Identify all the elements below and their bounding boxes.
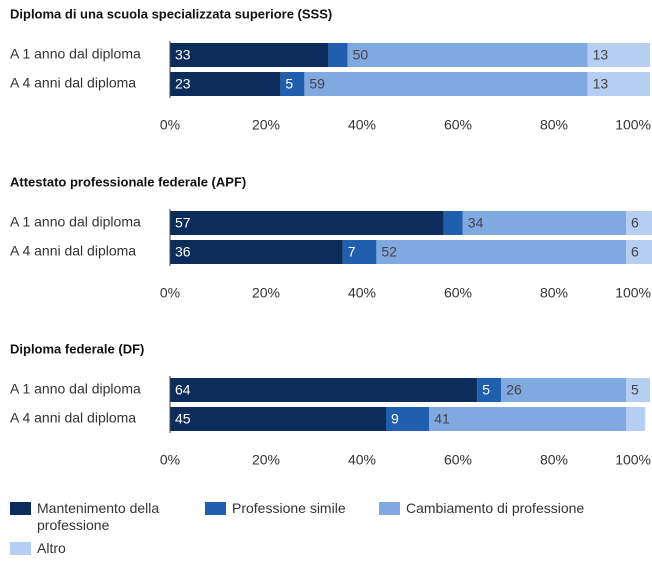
- value-label: 34: [468, 215, 484, 231]
- x-tick-label: 20%: [252, 452, 280, 468]
- value-label: 6: [631, 244, 639, 260]
- charts: Diploma di una scuola specializzata supe…: [10, 6, 652, 468]
- bar-segment: [170, 72, 281, 96]
- legend-label: Professione simile: [232, 500, 346, 516]
- bar-segment: [170, 43, 329, 67]
- bar-segment: [170, 407, 386, 431]
- value-label: 13: [593, 76, 609, 92]
- x-tick-label: 60%: [444, 285, 472, 301]
- x-tick-label: 0%: [160, 117, 180, 133]
- bar-segment: [328, 43, 348, 67]
- value-label: 9: [391, 411, 399, 427]
- legend-item: Cambiamento di professione: [379, 500, 619, 534]
- value-label: 45: [175, 411, 191, 427]
- x-tick-label: 40%: [348, 117, 376, 133]
- legend-item: Altro: [10, 540, 205, 557]
- x-tick-label: 20%: [252, 285, 280, 301]
- x-tick-label: 40%: [348, 452, 376, 468]
- bar-segment: [170, 211, 444, 235]
- value-label: 64: [175, 382, 191, 398]
- value-label: 52: [381, 244, 397, 260]
- bar-segment: [280, 72, 305, 96]
- x-tick-label: 0%: [160, 452, 180, 468]
- legend-label: Altro: [37, 540, 66, 556]
- chart-title: Attestato professionale federale (APF): [10, 174, 246, 189]
- value-label: 41: [434, 411, 450, 427]
- category-label: A 1 anno dal diploma: [10, 46, 141, 62]
- value-label: 6: [631, 215, 639, 231]
- bar-segment: [170, 378, 478, 402]
- x-tick-label: 100%: [615, 452, 651, 468]
- category-label: A 4 anni dal diploma: [10, 410, 136, 426]
- bar-segment: [587, 43, 650, 67]
- x-tick-label: 80%: [540, 452, 568, 468]
- value-label: 13: [593, 47, 609, 63]
- legend-item: Mantenimento della professione: [10, 500, 205, 534]
- bar-segment: [443, 211, 463, 235]
- category-label: A 4 anni dal diploma: [10, 75, 136, 91]
- x-tick-label: 100%: [615, 285, 651, 301]
- bar-segment: [462, 211, 626, 235]
- value-label: 7: [348, 244, 356, 260]
- x-tick-label: 40%: [348, 285, 376, 301]
- value-label: 57: [175, 215, 191, 231]
- bar-segment: [429, 407, 626, 431]
- bar-segment: [501, 378, 626, 402]
- legend-label: Cambiamento di professione: [406, 500, 585, 516]
- category-label: A 1 anno dal diploma: [10, 214, 141, 230]
- legend-swatch: [205, 502, 226, 515]
- x-tick-label: 60%: [444, 117, 472, 133]
- bar-segment: [376, 240, 626, 264]
- value-label: 5: [631, 382, 639, 398]
- bar-segment: [386, 407, 430, 431]
- x-tick-label: 0%: [160, 285, 180, 301]
- bar-segment: [587, 72, 650, 96]
- legend: Mantenimento della professione Profession…: [10, 500, 650, 563]
- x-tick-label: 20%: [252, 117, 280, 133]
- value-label: 59: [309, 76, 325, 92]
- bar-segment: [626, 211, 652, 235]
- value-label: 5: [285, 76, 293, 92]
- bar-segment: [342, 240, 377, 264]
- category-label: A 1 anno dal diploma: [10, 381, 141, 397]
- category-label: A 4 anni dal diploma: [10, 243, 136, 259]
- legend-item: Professione simile: [205, 500, 379, 534]
- chart-title: Diploma federale (DF): [10, 341, 144, 356]
- legend-swatch: [10, 502, 31, 515]
- bar-segment: [626, 407, 646, 431]
- x-tick-label: 80%: [540, 285, 568, 301]
- legend-swatch: [379, 502, 400, 515]
- value-label: 5: [482, 382, 490, 398]
- bar-segment: [626, 240, 652, 264]
- legend-label: Mantenimento della professione: [37, 500, 160, 533]
- bar-segment: [477, 378, 502, 402]
- bar-segment: [347, 43, 588, 67]
- chart-title: Diploma di una scuola specializzata supe…: [10, 6, 332, 21]
- x-tick-label: 80%: [540, 117, 568, 133]
- value-label: 23: [175, 76, 191, 92]
- value-label: 50: [353, 47, 369, 63]
- bar-segment: [170, 240, 343, 264]
- value-label: 26: [506, 382, 522, 398]
- bar-segment: [304, 72, 588, 96]
- x-tick-label: 100%: [615, 117, 651, 133]
- x-tick-label: 60%: [444, 452, 472, 468]
- legend-swatch: [10, 542, 31, 555]
- value-label: 36: [175, 244, 191, 260]
- value-label: 33: [175, 47, 191, 63]
- bar-segment: [626, 378, 650, 402]
